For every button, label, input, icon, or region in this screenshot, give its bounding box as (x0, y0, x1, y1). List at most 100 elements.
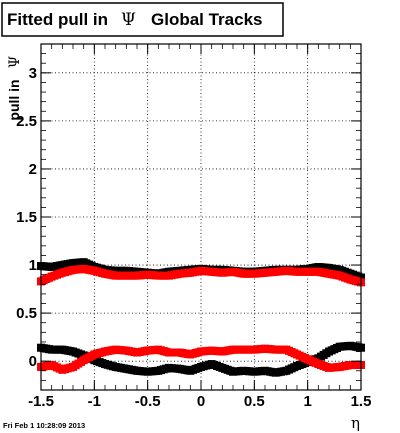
data-point-fill (66, 259, 75, 268)
footer-timestamp: Fri Feb 1 10:28:09 2013 (3, 421, 85, 430)
y-tick-labels: 0 0.5 1 1.5 2 2.5 3 (16, 65, 37, 370)
data-point-fill (98, 348, 107, 357)
y-axis-label: pull in (6, 79, 22, 120)
data-point-fill (215, 347, 224, 356)
data-point-fill (55, 269, 64, 278)
data-point-fill (173, 364, 181, 373)
data-point-fill (183, 366, 192, 375)
data-point-fill (130, 271, 139, 280)
data-point-fill (77, 258, 85, 267)
title-box: Fitted pull in Ψ Global Tracks (1, 2, 284, 37)
data-point-fill (279, 367, 288, 376)
data-point-fill (301, 354, 309, 363)
y-axis-title: pull in Ψ (6, 56, 23, 121)
data-point-fill (205, 360, 213, 369)
data-point-fill (66, 347, 75, 356)
title-prefix: Fitted pull in (7, 10, 108, 29)
data-point-fill (98, 268, 107, 277)
data-point-fill (237, 345, 245, 354)
data-point-fill (258, 367, 267, 376)
data-point-fill (269, 368, 277, 377)
data-point-fill (215, 268, 224, 277)
data-point-fill (77, 357, 85, 366)
data-point-fill (226, 268, 235, 277)
axis-ticks (40, 43, 362, 391)
data-point-fill (151, 345, 160, 354)
data-point-fill (45, 361, 53, 370)
grid (41, 44, 361, 390)
data-point-fill (269, 268, 277, 277)
data-point-fill (45, 273, 53, 282)
data-point-fill (311, 267, 320, 276)
data-point-fill (279, 267, 288, 276)
data-point-fill (258, 344, 267, 353)
title-suffix: Global Tracks (151, 10, 263, 29)
data-point-fill (290, 267, 299, 276)
data-point-fill (141, 367, 149, 376)
y-tick-label: 1 (29, 257, 37, 274)
data-point-fill (130, 366, 139, 375)
data-point-fill (55, 345, 64, 354)
data-point-fill (258, 268, 267, 277)
data-point-fill (66, 363, 75, 372)
x-axis-label: η (351, 414, 360, 432)
data-point-fill (77, 265, 85, 274)
title-frame (1, 2, 284, 37)
x-tick-label: -1.5 (28, 393, 54, 410)
data-point-fill (247, 269, 256, 278)
series-1 (37, 264, 365, 287)
data-point-fill (301, 267, 309, 276)
title-symbol: Ψ (121, 10, 136, 30)
data-point-fill (237, 367, 245, 376)
data-point-fill (162, 347, 171, 356)
data-point-fill (215, 362, 224, 371)
data-point-fill (55, 364, 64, 373)
data-point-fill (205, 267, 213, 276)
x-tick-labels: -1.5 -1 -0.5 0 0.5 1 1.5 (28, 393, 371, 410)
series-layer (37, 258, 365, 377)
data-point-fill (226, 366, 235, 375)
y-axis-symbol: Ψ (7, 56, 23, 68)
data-point-fill (322, 263, 331, 272)
data-point-fill (119, 364, 128, 373)
data-point-fill (77, 350, 85, 359)
data-point-fill (247, 367, 256, 376)
y-tick-label: 0 (29, 353, 37, 370)
data-point-fill (141, 347, 149, 356)
data-point-fill (311, 358, 320, 367)
data-point-fill (55, 261, 64, 270)
data-point-fill (247, 345, 256, 354)
data-point-fill (322, 349, 331, 358)
data-point-fill (354, 272, 363, 281)
data-point-fill (87, 266, 96, 275)
data-point-fill (119, 266, 128, 275)
data-point-fill (45, 262, 53, 271)
data-point-fill (194, 348, 203, 357)
data-point-fill (205, 346, 213, 355)
y-tick-label: 2.5 (16, 113, 37, 130)
x-tick-label: 0 (197, 393, 205, 410)
x-tick-label: -0.5 (135, 393, 161, 410)
data-point-fill (333, 363, 341, 372)
data-point-fill (87, 261, 96, 270)
data-point-fill (194, 267, 203, 276)
data-point-fill (109, 362, 117, 371)
data-point-fill (141, 270, 149, 279)
data-point-fill (226, 346, 235, 355)
data-point-fill (343, 268, 352, 277)
data-point-fill (343, 361, 352, 370)
data-point-fill (279, 345, 288, 354)
data-point-fill (151, 271, 160, 280)
data-point-fill (173, 348, 181, 357)
data-point-fill (183, 268, 192, 277)
data-point-fill (119, 346, 128, 355)
data-point-fill (333, 265, 341, 274)
y-tick-label: 1.5 (16, 209, 37, 226)
data-point-fill (162, 271, 171, 280)
x-tick-label: 1.5 (351, 393, 372, 410)
data-point-fill (322, 362, 331, 371)
data-point-fill (183, 349, 192, 358)
data-point-fill (237, 269, 245, 278)
data-point-fill (333, 271, 341, 280)
